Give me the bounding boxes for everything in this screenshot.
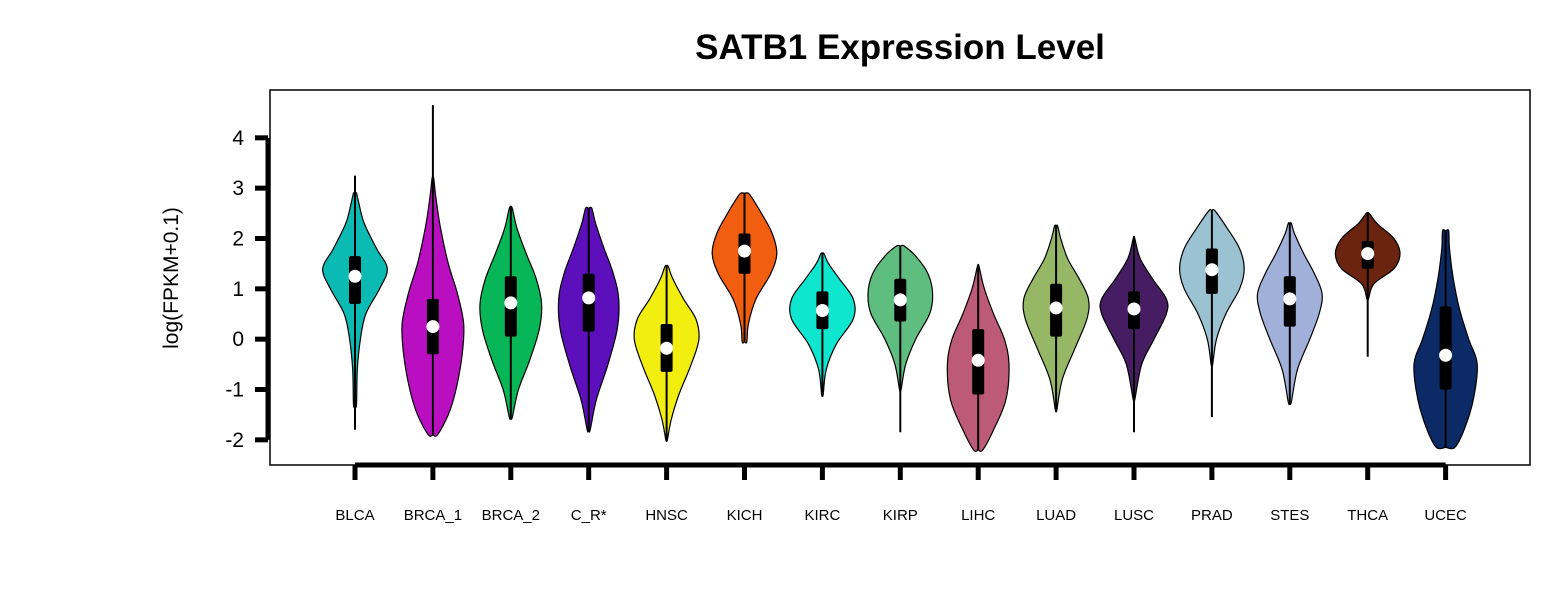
median-point xyxy=(1127,302,1141,316)
y-tick-label: 1 xyxy=(232,278,244,301)
violin-blca xyxy=(322,175,388,430)
x-tick-label: LUSC xyxy=(1114,507,1154,524)
violin-kirc xyxy=(789,252,856,397)
median-point xyxy=(893,293,907,307)
median-point xyxy=(1205,263,1219,277)
x-tick-label: UCEC xyxy=(1424,507,1467,524)
x-tick-label: LUAD xyxy=(1036,507,1076,524)
median-point xyxy=(815,303,829,317)
violin-lihc xyxy=(946,263,1010,452)
x-tick-label: BRCA_2 xyxy=(482,507,540,524)
x-tick-label: HNSC xyxy=(645,507,688,524)
median-point xyxy=(1361,247,1375,261)
violin-brca-1 xyxy=(401,105,465,437)
x-tick-label: PRAD xyxy=(1191,507,1233,524)
y-tick-label: 4 xyxy=(232,127,244,150)
median-point xyxy=(1049,301,1063,315)
x-tick-label: KIRC xyxy=(804,507,840,524)
y-tick-label: -2 xyxy=(225,429,244,452)
median-point xyxy=(1283,292,1297,306)
median-point xyxy=(1439,348,1453,362)
x-tick-label: KIRP xyxy=(883,507,918,524)
y-tick-label: -1 xyxy=(225,378,244,401)
x-axis: BLCA BRCA_1 BRCA_2 C_R* HNSC KICH KIRC KIRP LIHC… xyxy=(335,462,1467,524)
violin-c-r- xyxy=(557,206,620,433)
median-point xyxy=(582,291,596,305)
violin-kich xyxy=(711,192,778,344)
chart-title: SATB1 Expression Level xyxy=(695,28,1105,67)
x-tick-label: BLCA xyxy=(335,507,374,524)
y-tick-label: 3 xyxy=(232,177,244,200)
median-point xyxy=(738,244,751,258)
x-tick-label: BRCA_1 xyxy=(404,507,462,524)
violin-luad xyxy=(1022,224,1090,413)
violin-thca xyxy=(1334,211,1401,357)
median-point xyxy=(660,341,674,355)
violin-stes xyxy=(1256,222,1323,406)
violin-kirp xyxy=(867,244,934,433)
x-tick-label: KICH xyxy=(727,507,763,524)
x-tick-label: LIHC xyxy=(961,507,995,524)
iqr-box xyxy=(1439,306,1452,390)
y-axis-label: log(FPKM+0.1) xyxy=(160,207,183,349)
median-point xyxy=(971,353,985,367)
y-tick-label: 0 xyxy=(232,328,244,351)
x-tick-label: THCA xyxy=(1347,507,1388,524)
violin-hnsc xyxy=(633,264,700,442)
violin-ucec xyxy=(1413,229,1478,450)
y-axis: -2 -1 0 1 2 3 4 xyxy=(225,127,271,452)
violins xyxy=(322,105,1478,452)
violin-prad xyxy=(1178,208,1245,418)
x-tick-label: C_R* xyxy=(571,507,607,524)
violin-lusc xyxy=(1099,235,1169,433)
median-point xyxy=(426,320,440,334)
median-point xyxy=(348,269,362,283)
x-tick-label: STES xyxy=(1270,507,1309,524)
y-tick-label: 2 xyxy=(232,227,244,250)
violin-brca-2 xyxy=(479,205,543,420)
median-point xyxy=(504,296,518,310)
